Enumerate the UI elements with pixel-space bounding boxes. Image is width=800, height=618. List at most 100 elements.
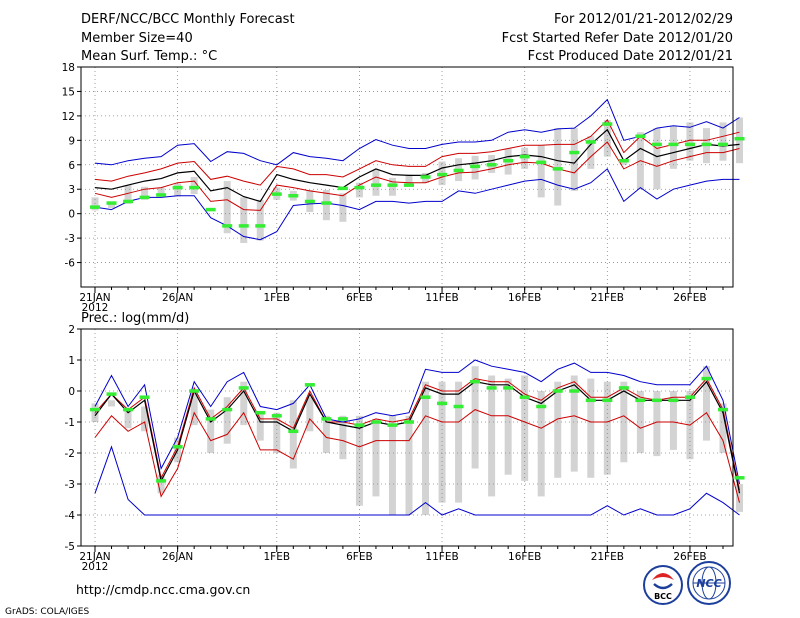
x-tick-label: 1FEB — [264, 551, 291, 563]
ensemble-range-box — [554, 128, 562, 206]
ensemble-range-box — [157, 187, 165, 196]
x-year-label: 2012 — [82, 302, 109, 314]
ensemble-range-box — [488, 375, 496, 497]
series-upper-line — [94, 377, 740, 491]
bcc-logo: BCC — [643, 565, 683, 605]
forecast-period: For 2012/01/21-2012/02/29 — [554, 12, 733, 27]
ensemble-range-box — [355, 415, 363, 506]
ensemble-range-box — [620, 160, 628, 165]
ensemble-range-box — [570, 375, 578, 472]
y-tick-label: 3 — [68, 184, 75, 196]
y-tick-label: -1 — [65, 417, 75, 429]
source-url[interactable]: http://cmdp.ncc.cma.gov.cn — [76, 582, 250, 597]
series-min-line — [94, 168, 740, 241]
ensemble-range-box — [388, 415, 396, 515]
x-tick-label: 21FEB — [591, 551, 624, 563]
x-tick-label: 1FEB — [264, 292, 291, 304]
ncc-logo-text: NCC — [696, 577, 721, 590]
ensemble-range-box — [339, 193, 347, 222]
series-lower-line — [94, 141, 740, 211]
y-tick-label: 15 — [62, 86, 75, 98]
ensemble-range-box — [570, 128, 578, 191]
y-tick-label: -2 — [65, 448, 75, 460]
ensemble-range-box — [141, 186, 149, 200]
y-tick-label: -3 — [65, 479, 75, 491]
ensemble-range-box — [686, 122, 694, 161]
grads-credit: GrADS: COLA/IGES — [5, 607, 89, 617]
figure-title: DERF/NCC/BCC Monthly Forecast — [81, 12, 295, 27]
ensemble-range-box — [587, 378, 595, 478]
precipitation-boxes — [91, 366, 744, 515]
x-year-label: 2012 — [82, 561, 109, 573]
y-tick-label: -6 — [65, 258, 76, 270]
ensemble-range-box — [438, 381, 446, 503]
ensemble-range-box — [372, 418, 380, 497]
precip-label: Prec.: log(mm/d) — [81, 311, 189, 326]
ensemble-range-box — [405, 415, 413, 515]
x-tick-label: 21JAN — [79, 292, 110, 304]
ensemble-range-box — [405, 174, 413, 186]
series-max-line — [94, 98, 740, 166]
x-tick-label: 26FEB — [673, 292, 706, 304]
ensemble-range-box — [620, 381, 628, 463]
variable-label: Mean Surf. Temp.: °C — [81, 49, 217, 64]
x-tick-label: 16FEB — [508, 551, 541, 563]
x-tick-label: 26JAN — [162, 292, 193, 304]
ensemble-range-box — [719, 122, 727, 161]
ensemble-range-box — [422, 381, 430, 515]
series-mean-line — [94, 380, 741, 494]
ensemble-range-box — [124, 409, 132, 429]
ensemble-range-box — [702, 366, 710, 441]
temperature-lines — [94, 98, 740, 241]
ensemble-range-box — [223, 181, 231, 234]
ensemble-range-box — [669, 391, 677, 450]
ensemble-range-box — [554, 381, 562, 478]
ensemble-range-box — [669, 126, 677, 169]
ensemble-range-box — [504, 378, 512, 475]
y-tick-label: -5 — [65, 541, 75, 553]
series-lower-line — [94, 409, 740, 503]
ensemble-range-box — [355, 182, 363, 198]
ensemble-range-box — [339, 415, 347, 460]
precipitation-observed — [90, 376, 745, 483]
x-tick-label: 21JAN — [79, 551, 110, 563]
y-tick-label: 1 — [68, 355, 75, 367]
ensemble-range-box — [223, 397, 231, 444]
ensemble-range-box — [322, 190, 330, 221]
series-mean-line — [94, 128, 740, 203]
ensemble-range-box — [190, 177, 198, 195]
precipitation-frame — [80, 328, 734, 547]
ensemble-range-box — [537, 145, 545, 198]
y-tick-label: 18 — [62, 62, 75, 74]
ensemble-range-box — [603, 381, 611, 475]
series-min-line — [94, 445, 740, 516]
ensemble-range-box — [636, 391, 644, 453]
x-tick-label: 6FEB — [346, 292, 373, 304]
y-tick-label: 0 — [68, 209, 75, 221]
ensemble-range-box — [653, 128, 661, 190]
member-size: Member Size=40 — [81, 31, 193, 46]
ensemble-range-box — [521, 375, 529, 481]
bcc-logo-text: BCC — [654, 592, 672, 601]
x-tick-label: 26JAN — [162, 551, 193, 563]
bcc-logo-swirl-icon — [652, 573, 674, 580]
x-tick-label: 16FEB — [508, 292, 541, 304]
x-tick-label: 11FEB — [425, 551, 458, 563]
fcst-started-date: Fcst Started Refer Date 2012/01/20 — [502, 31, 733, 46]
ensemble-range-box — [306, 397, 314, 432]
temperature-frame — [80, 66, 734, 288]
ensemble-range-box — [455, 381, 463, 503]
y-tick-label: 0 — [68, 386, 75, 398]
x-tick-label: 26FEB — [673, 551, 706, 563]
ensemble-range-box — [537, 391, 545, 497]
ensemble-range-box — [603, 119, 611, 157]
ncc-logo: NCC — [687, 561, 731, 605]
x-tick-label: 11FEB — [425, 292, 458, 304]
ensemble-range-box — [322, 415, 330, 453]
ensemble-range-box — [174, 183, 182, 197]
ensemble-range-box — [289, 400, 297, 469]
